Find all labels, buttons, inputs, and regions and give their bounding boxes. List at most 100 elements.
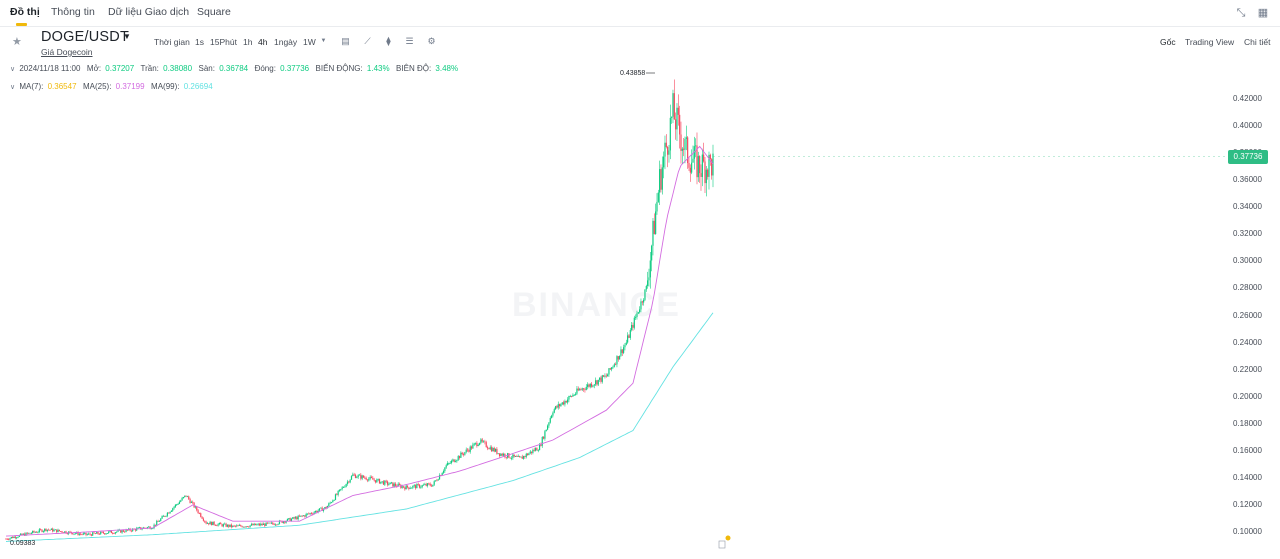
candle-body xyxy=(37,531,39,533)
ma25-line xyxy=(5,145,714,537)
candle-body xyxy=(137,527,139,529)
close-value: 0.37736 xyxy=(280,64,310,73)
candle-body xyxy=(260,523,262,526)
interval-4h[interactable]: 4h xyxy=(258,37,268,47)
candle-body xyxy=(701,154,703,177)
candle-body xyxy=(276,524,278,526)
tab-trading-data[interactable]: Dữ liệu Giao dịch xyxy=(108,6,190,18)
grid-icon[interactable]: ▦ xyxy=(1257,7,1269,19)
candle-body xyxy=(121,530,123,533)
candle-body xyxy=(571,396,573,397)
candle-body xyxy=(412,485,414,488)
candlestick-chart[interactable]: 0.43858 0.09383 xyxy=(0,60,1225,559)
indicator-icon[interactable]: ⟋ xyxy=(364,36,371,46)
candle-body xyxy=(190,501,193,503)
candle-body xyxy=(704,161,706,184)
candle-body xyxy=(82,533,84,535)
event-badge-icon xyxy=(718,540,726,549)
interval-1w[interactable]: 1W xyxy=(303,37,316,47)
candle-body xyxy=(340,489,342,490)
watermark-logo: BINANCE xyxy=(512,286,681,324)
candle-body xyxy=(587,384,589,387)
interval-1h[interactable]: 1h xyxy=(243,37,253,47)
candle-body xyxy=(473,443,475,445)
candle-body xyxy=(700,173,702,177)
tab-square[interactable]: Square xyxy=(197,6,231,18)
candle-body xyxy=(437,479,439,481)
candle-body xyxy=(705,169,707,184)
candle-body xyxy=(189,499,191,503)
pair-subtitle-link[interactable]: Giá Dogecoin xyxy=(41,47,93,57)
candle-body xyxy=(616,356,618,365)
pair-selector[interactable]: DOGE/USDT xyxy=(41,29,129,45)
depth-icon[interactable]: ⧫ xyxy=(386,36,391,46)
candle-body xyxy=(496,448,498,454)
star-icon[interactable]: ★ xyxy=(12,36,22,48)
ma7-label: MA(7): xyxy=(19,82,44,91)
candle-body xyxy=(48,529,50,531)
candle-body xyxy=(170,510,173,512)
candle-body xyxy=(461,452,463,455)
candle-body xyxy=(101,531,103,533)
candle-body xyxy=(685,137,687,139)
candle-body xyxy=(521,456,523,459)
candle-body xyxy=(476,442,478,446)
candle-body xyxy=(372,477,374,480)
candle-body xyxy=(30,533,32,534)
settings-icon[interactable]: ⚙ xyxy=(427,36,436,46)
candle-body xyxy=(72,533,74,535)
ma25-label: MA(25): xyxy=(82,82,112,91)
candle-body xyxy=(253,523,255,526)
candle-body xyxy=(29,532,31,534)
candle-body xyxy=(599,377,601,380)
candle-body xyxy=(671,116,673,118)
view-tradingview[interactable]: Trading View xyxy=(1185,37,1235,47)
candle-body xyxy=(568,396,570,400)
tab-info[interactable]: Thông tin xyxy=(51,6,95,18)
candle-body xyxy=(330,502,333,504)
chevron-down-icon[interactable]: ∨ xyxy=(10,84,16,91)
candle-body xyxy=(241,526,243,528)
interval-15m[interactable]: 15Phút xyxy=(210,37,237,47)
candle-body xyxy=(408,487,410,489)
candle-body xyxy=(41,529,43,532)
candle-body xyxy=(607,374,609,377)
candle-body xyxy=(478,442,481,445)
candle-body xyxy=(44,528,46,531)
view-original[interactable]: Gốc xyxy=(1160,37,1176,47)
collapse-icon[interactable]: ⤡ xyxy=(1236,7,1246,19)
candle-body xyxy=(185,495,187,497)
view-depth[interactable]: Chi tiết xyxy=(1244,37,1271,47)
candle-body xyxy=(553,409,555,413)
candle-body xyxy=(494,448,497,452)
candle-body xyxy=(390,482,393,484)
candle-body xyxy=(492,448,494,452)
candle-body xyxy=(108,531,110,534)
caret-down-icon[interactable]: ▼ xyxy=(123,32,131,41)
interval-dropdown-icon[interactable]: ▼ xyxy=(320,38,327,44)
tab-chart[interactable]: Đồ thị xyxy=(10,6,40,18)
candle-body xyxy=(524,456,526,457)
candle-body xyxy=(212,521,214,526)
candle-body xyxy=(373,479,375,481)
candle-body xyxy=(384,480,386,485)
candle-body xyxy=(53,529,55,532)
candle-body xyxy=(12,536,14,539)
candle-body xyxy=(157,521,159,522)
chevron-down-icon[interactable]: ∨ xyxy=(10,66,16,73)
candle-body xyxy=(294,517,297,519)
interval-1s[interactable]: 1s xyxy=(195,37,204,47)
candle-body xyxy=(104,533,106,535)
candle-body xyxy=(348,481,350,483)
candle-body xyxy=(504,453,506,458)
candle-type-icon[interactable]: ▤ xyxy=(341,36,350,46)
candle-body xyxy=(418,484,421,488)
candle-body xyxy=(356,477,358,478)
candle-body xyxy=(197,510,199,513)
candle-body xyxy=(672,93,674,117)
candle-body xyxy=(232,525,234,528)
candle-body xyxy=(361,475,363,479)
time-label: Thời gian xyxy=(154,37,190,47)
layout-icon[interactable]: ☰ xyxy=(405,36,414,46)
interval-1d[interactable]: 1ngày xyxy=(274,37,298,47)
